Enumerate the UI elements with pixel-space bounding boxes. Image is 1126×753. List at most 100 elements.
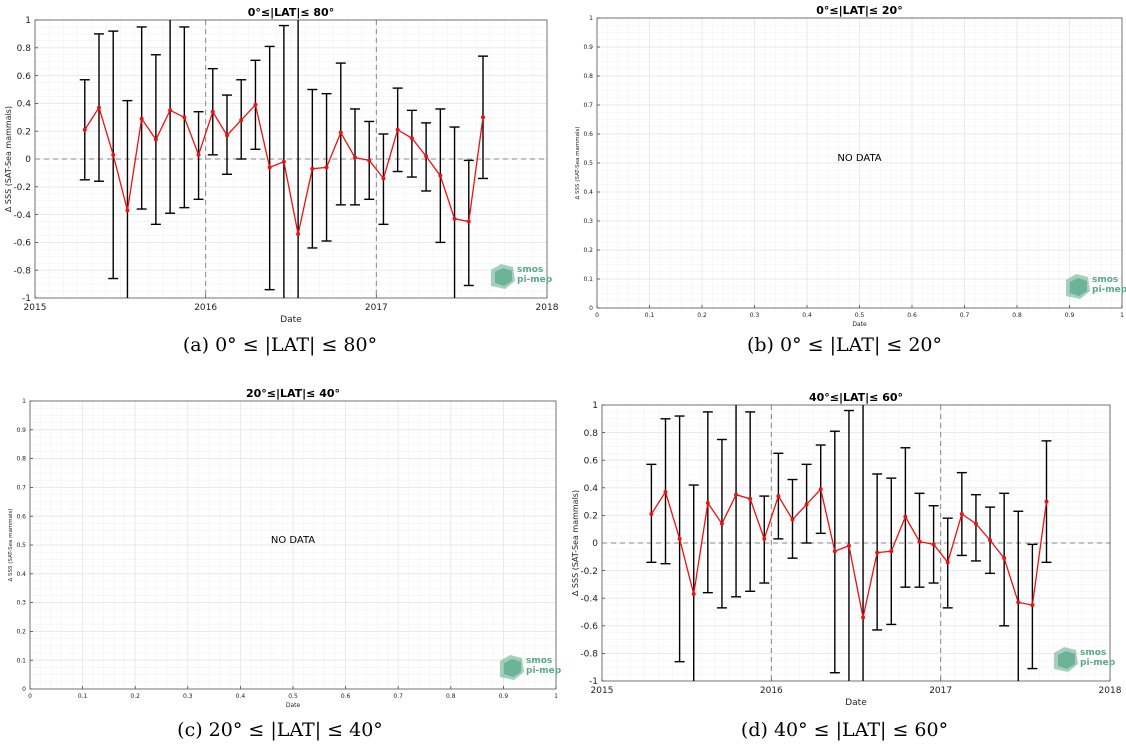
logo-line1: smos [1092,275,1118,285]
y-tick-label: -0.4 [13,211,31,221]
plot-frame [596,17,1123,309]
data-point [804,502,809,507]
chart-c: 0 0.1 0.2 0.3 0.4 0.5 0.6 0.7 0.8 0.9 1 0 0.1 0.2 0.3 0… [8,387,562,709]
data-point [196,152,201,157]
y-tick-label: 0.5 [16,542,26,549]
y-tick-label: 1 [25,16,31,26]
x-tick-label: 0.7 [393,693,403,700]
x-tick-label: 2017 [929,686,952,696]
y-tick-label: 0 [25,155,31,165]
data-point [168,108,173,113]
data-point [452,216,457,221]
data-point [296,232,301,237]
data-point [649,512,654,517]
data-point [762,536,767,541]
x-tick-label: 2016 [194,303,217,313]
data-point [1030,603,1035,608]
y-tick-label: 0.6 [17,72,32,82]
y-tick-label: 0.2 [584,512,598,522]
y-tick-label: 0.6 [583,131,593,138]
x-axis-label: Date [280,315,302,325]
data-point [111,152,116,157]
logo-inner-shape-icon [495,268,512,286]
chart-b: 0 0.1 0.2 0.3 0.4 0.5 0.6 0.7 0.8 0.9 1 0 0.1 0.2 0.3 0… [575,4,1126,328]
y-axis-label: Δ SSS (SAT-Sea mammals) [571,490,580,596]
data-point [790,517,795,522]
chart-title: 40°≤|LAT|≤ 60° [809,391,903,404]
y-tick-label: 0.2 [16,629,26,636]
y-tick-label: 0.9 [16,427,26,434]
y-tick-label: 0 [22,686,26,693]
x-tick-label: 0.9 [1065,312,1075,319]
y-tick-label: 0.8 [16,456,26,463]
data-point [438,173,443,178]
data-point [324,165,329,170]
data-point [988,538,993,543]
no-data-label: NO DATA [837,153,881,164]
y-tick-label: -0.6 [13,239,31,249]
y-tick-label: -0.2 [580,567,598,577]
y-tick-label: 1 [592,401,598,411]
caption-b: (b) 0° ≤ |LAT| ≤ 20° [746,334,943,356]
y-tick-label: 0.8 [583,73,593,80]
plot-frame [34,19,548,299]
y-tick-label: 0.7 [583,102,593,109]
logo-line2: pi-mep [1080,658,1116,668]
x-tick-label: 0.6 [341,693,351,700]
data-point [832,549,837,554]
caption-c: (c) 20° ≤ |LAT| ≤ 40° [177,719,383,741]
data-point [1002,556,1007,561]
data-point [210,109,215,114]
data-point [903,514,908,519]
x-tick-label: 0.5 [288,693,298,700]
y-tick-label: 0 [589,305,593,312]
data-point [691,592,696,597]
data-point [945,560,950,565]
x-tick-label: 2016 [760,686,783,696]
y-tick-label: 0.4 [583,189,593,196]
y-tick-label: 1 [589,15,593,22]
chart-a: 2015 2016 2017 2018 -1 -0.8 -0.6 -0.4 -0.2 0 0.2 0.… [4,6,559,325]
x-tick-label: 2015 [591,686,614,696]
logo-inner-shape-icon [1058,651,1075,669]
y-tick-label: 0.6 [584,456,599,466]
x-tick-label: 2018 [536,303,559,313]
data-point [705,500,710,505]
data-point [153,137,158,142]
y-tick-label: 0.7 [16,485,26,492]
data-point [917,539,922,544]
y-tick-label: 0.3 [16,600,26,607]
y-tick-label: 0.2 [17,127,31,137]
y-axis-label: Δ SSS (SAT-Sea mammals) [575,127,581,200]
y-tick-label: -0.4 [580,594,598,604]
x-tick-label: 2015 [24,303,47,313]
x-tick-label: 0.8 [1012,312,1022,319]
data-point [125,208,130,213]
data-point [931,542,936,547]
data-point [846,543,851,548]
data-point [748,496,753,501]
data-point [663,489,668,494]
y-tick-label: 0.8 [584,429,599,439]
y-tick-label: 0 [592,539,598,549]
x-tick-label: 0.2 [697,312,707,319]
logo-line2: pi-mep [517,275,553,285]
plot-frame [29,400,557,690]
x-tick-label: 0 [28,693,32,700]
data-point [182,115,187,120]
x-tick-label: 0.9 [499,693,509,700]
x-tick-label: 1 [1120,312,1124,319]
logo-inner-shape-icon [504,659,521,677]
y-tick-label: 0.6 [16,513,26,520]
y-tick-label: -0.6 [580,622,598,632]
y-tick-label: -0.2 [13,183,31,193]
x-tick-label: 0.5 [855,312,865,319]
caption-a: (a) 0° ≤ |LAT| ≤ 80° [182,334,378,356]
x-tick-label: 1 [554,693,558,700]
x-tick-label: 2017 [365,303,388,313]
data-point [481,115,485,120]
